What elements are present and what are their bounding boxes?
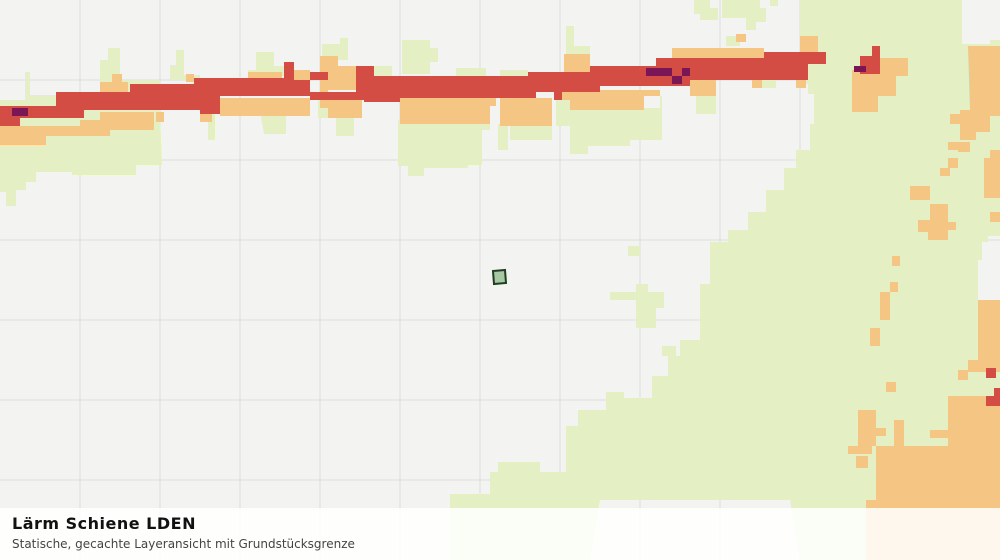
parcel-boundary-icon[interactable] bbox=[491, 268, 508, 286]
noise-zone-high bbox=[0, 46, 1000, 406]
parcel-boundary[interactable] bbox=[491, 268, 508, 286]
layer-subtitle: Statische, gecachte Layeransicht mit Gru… bbox=[12, 537, 355, 551]
layer-title: Lärm Schiene LDEN bbox=[12, 514, 196, 533]
layer-caption: Lärm Schiene LDEN Statische, gecachte La… bbox=[0, 508, 1000, 560]
noise-zone-highest bbox=[12, 66, 866, 116]
